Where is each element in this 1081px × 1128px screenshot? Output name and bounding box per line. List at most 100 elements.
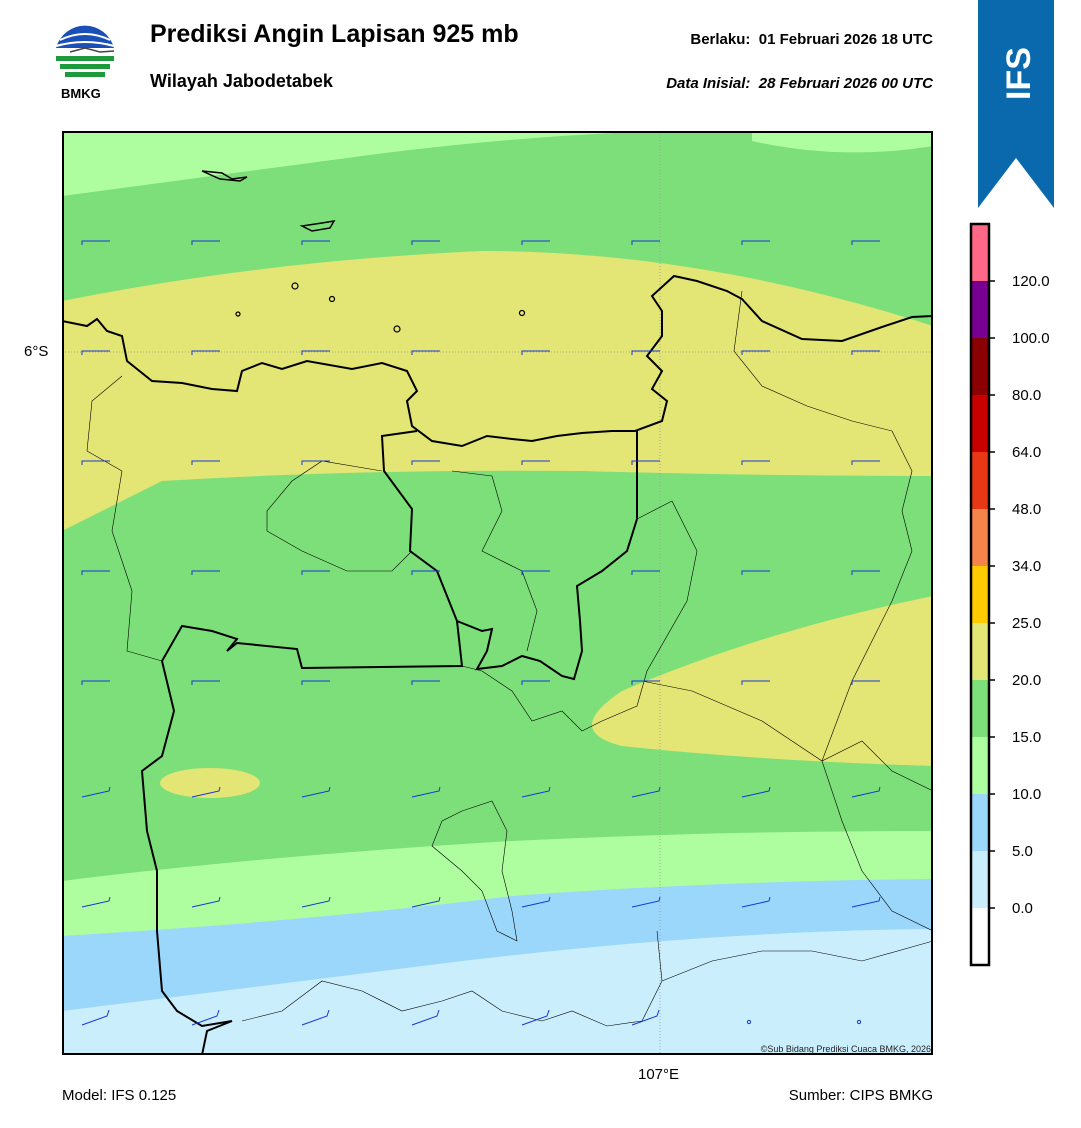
band-10-15-topleft: [62, 131, 662, 196]
wind-barb: [301, 1009, 330, 1026]
colorbar-tick-label: 5.0: [1012, 843, 1033, 860]
colorbar-tick-label: 20.0: [1012, 672, 1041, 689]
wind-barb: [851, 570, 880, 575]
wind-barb: [741, 570, 770, 575]
valid-value: 01 Februari 2026 18 UTC: [758, 31, 933, 48]
colorbar-segment: [971, 281, 989, 339]
wind-barb: [191, 680, 220, 685]
wind-barb: [521, 240, 550, 245]
wind-barb: [81, 680, 110, 685]
island: [201, 170, 248, 182]
regency-boundary: [733, 290, 933, 932]
wind-barb: [521, 1009, 550, 1026]
colorbar-tick-label: 10.0: [1012, 786, 1041, 803]
wind-barb: [301, 680, 330, 685]
wind-barb: [301, 570, 330, 575]
colorbar-tick-label: 25.0: [1012, 615, 1041, 632]
ribbon-text: IFS: [1000, 47, 1038, 100]
wind-barb: [851, 350, 880, 355]
bmkg-logo-icon: [55, 25, 115, 77]
init-time: Data Inisial: 28 Februari 2026 00 UTC: [666, 75, 933, 92]
wind-barb: [521, 896, 551, 908]
colorbar-tick-label: 100.0: [1012, 330, 1050, 347]
lon-label: 107°E: [638, 1066, 680, 1083]
wind-barb: [411, 350, 440, 355]
colorbar-segment: [971, 224, 989, 282]
wind-barb: [301, 240, 330, 245]
wind-map: [62, 131, 933, 1055]
province-boundary: [140, 620, 464, 1055]
wind-barb: [81, 570, 110, 575]
colorbar-segment: [971, 452, 989, 510]
colorbar-segment: [971, 737, 989, 795]
wind-barb: [411, 786, 441, 798]
wind-barb: [631, 350, 660, 355]
wind-barb: [191, 240, 220, 245]
logo-text: BMKG: [61, 86, 101, 101]
colorbar-segment: [971, 566, 989, 624]
colorbar-tick-label: 48.0: [1012, 501, 1041, 518]
wind-barb: [851, 896, 881, 908]
colorbar-ticks: 0.0 5.0 10.0 15.0 20.0 25.0 34.0 48.0 64.0 80.0 10…: [989, 273, 1050, 917]
wind-barb: [741, 350, 770, 355]
province-boundary: [380, 430, 638, 681]
valid-label: Berlaku:: [690, 31, 751, 48]
regency-boundary: [266, 460, 413, 572]
calm-circle: [856, 1019, 862, 1025]
map-title: Prediksi Angin Lapisan 925 mb: [150, 20, 519, 48]
wind-barb: [631, 786, 661, 798]
wind-barb: [191, 896, 221, 908]
colorbar-segment: [971, 794, 989, 852]
wind-barb: [851, 240, 880, 245]
wind-barb: [741, 460, 770, 465]
wind-barb: [191, 1009, 220, 1026]
wind-barb: [301, 460, 330, 465]
copyright: ©Sub Bidang Prediksi Cuaca BMKG, 2026: [760, 1044, 931, 1054]
wind-barb: [741, 240, 770, 245]
wind-barb: [411, 240, 440, 245]
colorbar-tick-label: 15.0: [1012, 729, 1041, 746]
wind-barb: [741, 896, 771, 908]
colorbar-tick-label: 64.0: [1012, 444, 1041, 461]
valid-time: Berlaku: 01 Februari 2026 18 UTC: [690, 31, 933, 48]
wind-barb: [411, 570, 440, 575]
wind-barb: [411, 896, 441, 908]
wind-barb: [81, 240, 110, 245]
map-frame: [62, 131, 933, 1055]
band-20-25-spot: [160, 768, 260, 798]
wind-barb: [81, 896, 111, 908]
colorbar-tick-label: 120.0: [1012, 273, 1050, 290]
lat-label: 6°S: [24, 343, 49, 360]
colorbar-segment: [971, 851, 989, 909]
init-label: Data Inisial:: [666, 75, 751, 92]
wind-barb: [851, 786, 881, 798]
wind-barb: [81, 786, 111, 798]
regency-boundary: [461, 500, 698, 732]
colorbar-tick-label: 34.0: [1012, 558, 1041, 575]
wind-barb: [81, 1009, 110, 1026]
island: [328, 295, 336, 303]
wind-barb: [631, 896, 661, 908]
colorbar-segment: [971, 338, 989, 396]
band-20-25-north: [62, 251, 933, 531]
wind-barb: [631, 1009, 660, 1026]
wind-barb: [301, 786, 331, 798]
regency-boundary: [86, 375, 163, 662]
wind-barb: [631, 460, 660, 465]
colorbar: 0.0 5.0 10.0 15.0 20.0 25.0 34.0 48.0 64.0 80.0 10…: [969, 222, 1050, 967]
regency-boundary: [451, 470, 538, 652]
colorbar-segment: [971, 908, 989, 966]
ifs-ribbon: IFS: [978, 0, 1054, 208]
island: [299, 220, 336, 232]
band-10-15-top: [62, 131, 933, 153]
wind-barb: [851, 680, 880, 685]
wind-barb: [411, 1009, 440, 1026]
map-subtitle: Wilayah Jabodetabek: [150, 71, 333, 91]
colorbar-segment: [971, 680, 989, 738]
colorbar-tick-label: 80.0: [1012, 387, 1041, 404]
wind-barb: [741, 680, 770, 685]
calm-circle: [746, 1019, 752, 1025]
wind-barb: [301, 896, 331, 908]
wind-barb: [741, 786, 771, 798]
wind-barb: [521, 680, 550, 685]
